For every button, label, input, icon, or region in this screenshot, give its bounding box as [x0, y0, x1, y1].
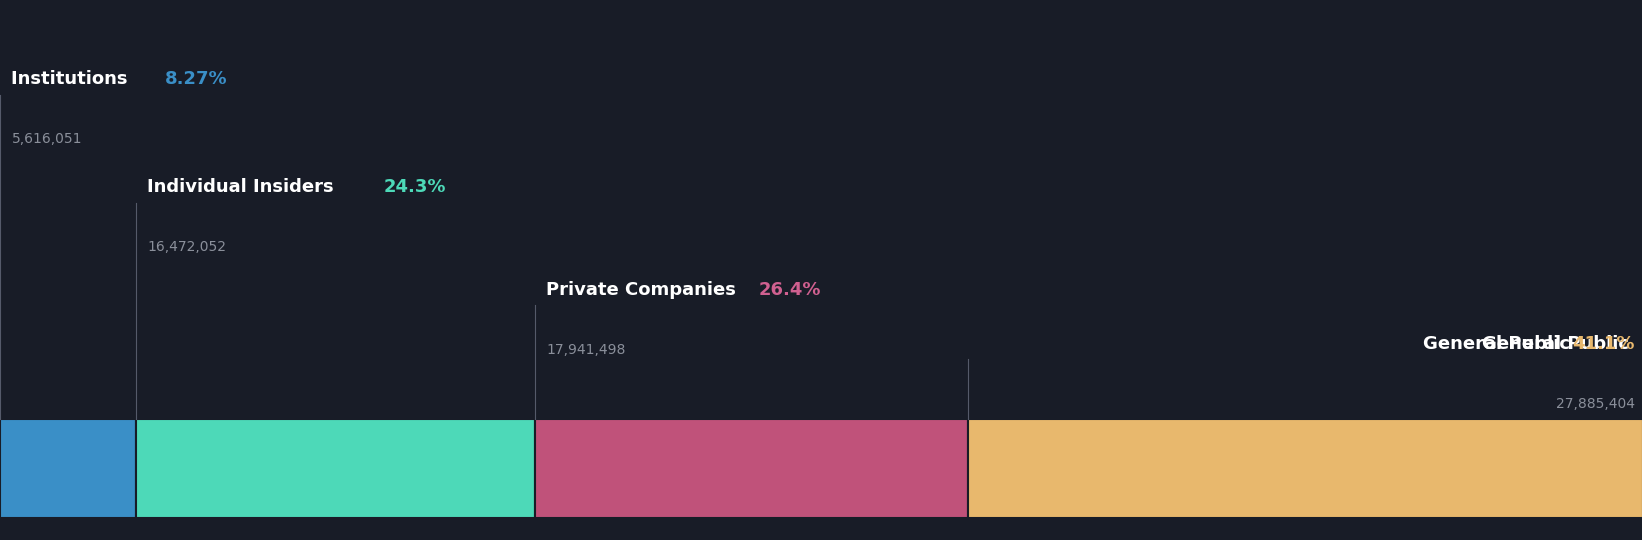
- Text: 8.27%: 8.27%: [166, 70, 228, 88]
- Text: General Public: General Public: [1481, 335, 1635, 353]
- Text: General Public: General Public: [1422, 335, 1576, 353]
- Text: 24.3%: 24.3%: [384, 178, 447, 196]
- Text: Private Companies: Private Companies: [547, 281, 742, 299]
- Text: 27,885,404: 27,885,404: [1557, 397, 1635, 411]
- Text: 17,941,498: 17,941,498: [547, 343, 626, 357]
- Text: Institutions: Institutions: [11, 70, 135, 88]
- Bar: [969, 418, 1642, 518]
- Text: 41.1%: 41.1%: [1573, 335, 1635, 353]
- Bar: [136, 418, 535, 518]
- Bar: [535, 418, 969, 518]
- Text: Individual Insiders: Individual Insiders: [148, 178, 340, 196]
- Text: 26.4%: 26.4%: [759, 281, 821, 299]
- Text: 5,616,051: 5,616,051: [11, 132, 82, 146]
- Bar: [0, 418, 136, 518]
- Text: 16,472,052: 16,472,052: [148, 240, 227, 254]
